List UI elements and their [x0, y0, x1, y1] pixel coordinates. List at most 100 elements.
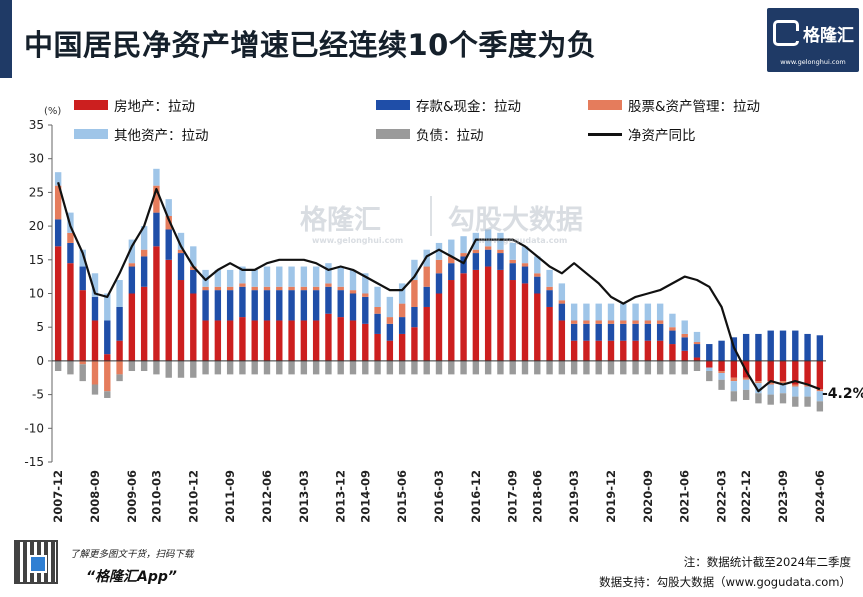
title-accent-bar [0, 0, 12, 78]
y-tick-label: -5 [32, 388, 44, 402]
bar-stock [435, 259, 443, 274]
bar-debt [804, 396, 811, 407]
bar-stock [755, 381, 762, 384]
bar-deposit [742, 333, 750, 361]
bar-realestate [448, 280, 455, 361]
bar-realestate [386, 340, 394, 361]
bar-realestate [362, 323, 369, 361]
bar-deposit [300, 290, 308, 321]
bar-deposit [239, 286, 246, 318]
bar-deposit [79, 266, 86, 291]
qr-logo-icon [29, 555, 47, 573]
bar-deposit [91, 296, 99, 321]
bar-other [656, 303, 664, 321]
bar-other [337, 266, 344, 287]
bar-realestate [755, 360, 762, 382]
bar-realestate [718, 360, 725, 372]
bar-stock [816, 389, 824, 392]
bar-debt [656, 360, 664, 375]
bar-stock [300, 286, 308, 291]
bar-debt [767, 394, 774, 405]
bar-deposit [509, 263, 516, 281]
bar-other [718, 373, 725, 380]
bar-other [484, 229, 492, 247]
bar-stock [54, 185, 62, 220]
bar-debt [484, 360, 492, 375]
bar-deposit [804, 333, 811, 361]
bar-other [374, 286, 381, 307]
bar-stock [607, 320, 615, 324]
bar-deposit [362, 296, 369, 324]
bar-realestate [165, 259, 172, 361]
bar-debt [497, 360, 504, 375]
x-tick-label: 2009-06 [125, 470, 139, 523]
legend-label-deposit: 存款&现金：拉动 [416, 99, 522, 115]
bar-stock [263, 286, 271, 291]
bar-realestate [190, 293, 197, 361]
bar-stock [386, 317, 394, 324]
bar-debt [448, 360, 455, 375]
bar-deposit [190, 269, 197, 294]
bar-stock [177, 249, 185, 254]
bar-other [165, 199, 172, 216]
bar-debt [730, 391, 738, 402]
bar-deposit [288, 290, 295, 321]
bar-realestate [534, 293, 541, 361]
bar-other [792, 386, 799, 397]
bar-realestate [681, 350, 688, 361]
legend-swatch-deposit [376, 100, 410, 110]
bar-debt [595, 360, 602, 375]
bar-debt [607, 360, 615, 375]
bar-deposit [263, 290, 271, 321]
x-tick-label: 2007-12 [51, 470, 65, 523]
bar-other [325, 263, 332, 284]
bar-other [534, 256, 541, 274]
bar-other [509, 242, 516, 260]
bar-other [411, 259, 418, 281]
bar-other [804, 386, 811, 397]
y-tick-label: 10 [29, 287, 44, 301]
x-tick-label: 2018-06 [530, 470, 544, 523]
bar-stock [534, 273, 541, 277]
x-tick-label: 2010-12 [186, 470, 200, 523]
bar-other [448, 239, 455, 257]
legend-item-line: 净资产同比 [588, 124, 696, 144]
bar-other [595, 303, 602, 321]
brand-logo[interactable]: 格隆汇 www.gelonghui.com [767, 8, 859, 72]
bar-realestate [349, 320, 357, 361]
bar-debt [460, 360, 467, 375]
bar-stock [226, 286, 234, 291]
bar-realestate [67, 263, 74, 361]
bar-stock [276, 286, 283, 291]
bar-debt [472, 360, 480, 375]
bar-stock [521, 263, 529, 267]
bar-debt [411, 360, 418, 375]
logo-g-icon [773, 20, 799, 46]
bar-deposit [570, 323, 578, 341]
bar-other [202, 269, 209, 287]
bar-deposit [386, 323, 394, 341]
bar-debt [546, 360, 553, 375]
bar-realestate [497, 269, 504, 361]
bar-debt [263, 360, 271, 375]
bar-other [386, 296, 394, 318]
bar-realestate [140, 286, 148, 361]
bar-stock [779, 381, 787, 384]
bar-other [706, 367, 713, 372]
bar-deposit [116, 306, 123, 341]
bar-other [620, 303, 627, 321]
bar-debt [140, 360, 148, 372]
bar-realestate [472, 269, 480, 361]
bar-realestate [398, 333, 406, 361]
bar-stock [718, 371, 725, 374]
bar-realestate [460, 273, 467, 361]
bar-realestate [263, 320, 271, 361]
legend-item-stock: 股票&资产管理：拉动 [588, 95, 760, 115]
bar-stock [79, 360, 86, 365]
bar-deposit [374, 313, 381, 334]
bar-realestate [226, 320, 234, 361]
bar-debt [67, 360, 74, 375]
bar-stock [472, 249, 480, 254]
bar-deposit [128, 266, 136, 294]
bar-deposit [312, 290, 320, 321]
